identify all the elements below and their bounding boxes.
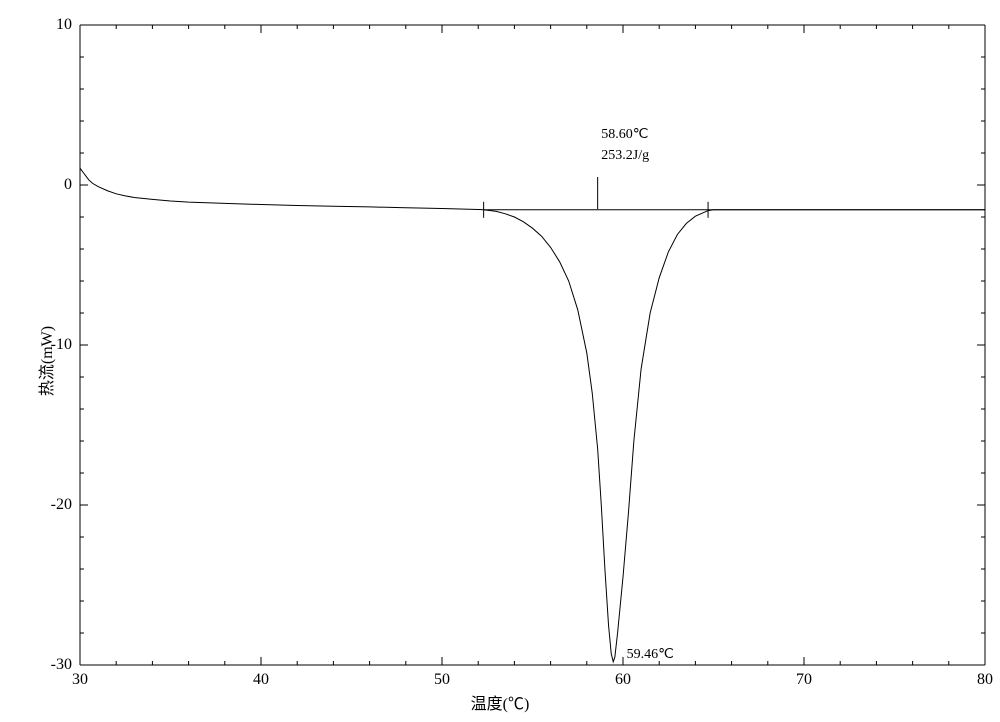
x-tick-label: 40 xyxy=(253,671,269,689)
y-tick-label: -10 xyxy=(32,336,72,354)
y-tick-label: -30 xyxy=(32,656,72,674)
x-tick-label: 50 xyxy=(434,671,450,689)
annotation-label: 59.46℃ xyxy=(627,646,674,663)
x-tick-label: 30 xyxy=(72,671,88,689)
x-tick-label: 80 xyxy=(977,671,993,689)
dsc-chart: 热流(mW) 温度(℃) 304050607080-30-20-10010 58… xyxy=(0,0,1000,722)
y-tick-label: 10 xyxy=(32,16,72,34)
annotation-label: 58.60℃ xyxy=(601,126,648,143)
x-tick-label: 70 xyxy=(796,671,812,689)
annotation-label: 253.2J/g xyxy=(601,148,649,164)
x-axis-label: 温度(℃) xyxy=(471,690,530,714)
plot-svg xyxy=(0,0,1000,722)
y-tick-label: -20 xyxy=(32,496,72,514)
x-tick-label: 60 xyxy=(615,671,631,689)
y-tick-label: 0 xyxy=(32,176,72,194)
